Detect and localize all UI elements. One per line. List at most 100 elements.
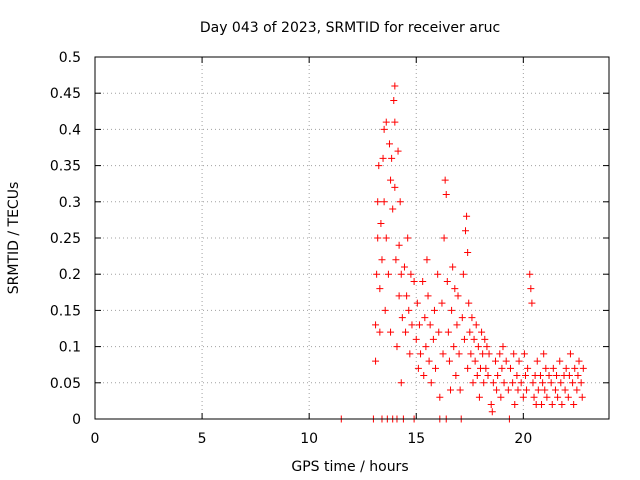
data-point bbox=[566, 350, 574, 358]
data-point bbox=[443, 277, 451, 285]
data-point bbox=[425, 357, 433, 365]
data-point bbox=[421, 314, 429, 322]
data-point bbox=[517, 379, 525, 387]
data-point bbox=[470, 335, 478, 343]
data-point bbox=[392, 256, 400, 264]
data-point bbox=[453, 321, 461, 329]
data-point bbox=[388, 154, 396, 162]
y-tick-label: 0.25 bbox=[50, 231, 81, 247]
data-point bbox=[427, 379, 435, 387]
data-point bbox=[569, 379, 577, 387]
data-point bbox=[387, 176, 395, 184]
data-point bbox=[415, 321, 423, 329]
data-point bbox=[391, 82, 399, 90]
data-point bbox=[526, 270, 534, 278]
data-point bbox=[527, 285, 535, 293]
x-tick-label: 10 bbox=[300, 431, 318, 447]
data-point bbox=[482, 364, 490, 372]
data-point bbox=[514, 386, 522, 394]
data-point bbox=[403, 292, 411, 300]
axis-ticks bbox=[94, 56, 609, 420]
data-point bbox=[500, 379, 508, 387]
data-point bbox=[385, 140, 393, 148]
y-tick-label: 0.2 bbox=[59, 267, 81, 283]
data-point bbox=[480, 379, 488, 387]
data-point bbox=[509, 379, 517, 387]
data-point bbox=[468, 314, 476, 322]
data-point bbox=[375, 162, 383, 170]
data-point bbox=[571, 364, 579, 372]
data-point bbox=[382, 118, 390, 126]
data-point bbox=[458, 314, 466, 322]
data-point bbox=[515, 357, 523, 365]
data-point bbox=[441, 176, 449, 184]
data-point bbox=[534, 386, 542, 394]
data-point bbox=[413, 299, 421, 307]
data-point bbox=[487, 401, 495, 409]
data-point bbox=[406, 350, 414, 358]
data-point bbox=[407, 270, 415, 278]
data-point bbox=[483, 343, 491, 351]
data-point bbox=[445, 357, 453, 365]
data-point bbox=[523, 386, 531, 394]
data-point bbox=[420, 372, 428, 380]
data-point bbox=[426, 321, 434, 329]
x-tick-label: 0 bbox=[91, 431, 100, 447]
data-point bbox=[481, 335, 489, 343]
data-point bbox=[474, 343, 482, 351]
data-point bbox=[373, 270, 381, 278]
data-point bbox=[556, 357, 564, 365]
data-point bbox=[394, 147, 402, 155]
data-point bbox=[395, 241, 403, 249]
data-point bbox=[438, 299, 446, 307]
data-point bbox=[454, 292, 462, 300]
y-tick-label: 0.4 bbox=[59, 122, 81, 138]
data-point bbox=[391, 118, 399, 126]
data-point bbox=[466, 328, 474, 336]
data-point bbox=[479, 350, 487, 358]
data-point bbox=[408, 321, 416, 329]
data-point bbox=[402, 328, 410, 336]
data-point bbox=[471, 357, 479, 365]
data-point bbox=[436, 393, 444, 401]
data-point bbox=[387, 328, 395, 336]
data-point bbox=[562, 364, 570, 372]
data-point bbox=[547, 379, 555, 387]
data-point bbox=[393, 343, 401, 351]
data-point bbox=[489, 379, 497, 387]
data-point bbox=[496, 350, 504, 358]
data-point bbox=[449, 263, 457, 271]
data-point bbox=[412, 335, 420, 343]
data-point bbox=[528, 299, 536, 307]
data-point bbox=[543, 393, 551, 401]
data-point bbox=[542, 364, 550, 372]
y-tick-label: 0.45 bbox=[50, 86, 81, 102]
y-tick-label: 0.3 bbox=[59, 195, 81, 211]
data-point bbox=[396, 198, 404, 206]
tick-labels: 0 0.05 0.1 0.15 0.2 0.25 0.3 0.35 0.4 0.45 0.5 0 5 10… bbox=[50, 50, 532, 447]
data-point bbox=[573, 386, 581, 394]
data-point bbox=[499, 343, 507, 351]
data-point bbox=[452, 372, 460, 380]
data-point bbox=[419, 277, 427, 285]
data-point bbox=[467, 350, 475, 358]
data-point bbox=[460, 335, 468, 343]
data-point bbox=[434, 270, 442, 278]
data-point bbox=[397, 270, 405, 278]
data-point bbox=[447, 386, 455, 394]
data-point bbox=[389, 205, 397, 213]
data-point bbox=[422, 343, 430, 351]
data-point bbox=[377, 220, 385, 228]
data-point bbox=[439, 350, 447, 358]
data-point bbox=[557, 379, 565, 387]
data-point bbox=[548, 401, 556, 409]
x-axis-label: GPS time / hours bbox=[291, 459, 408, 475]
data-point bbox=[493, 386, 501, 394]
data-point bbox=[376, 285, 384, 293]
grid-layer bbox=[95, 57, 609, 419]
data-point bbox=[382, 234, 390, 242]
data-point bbox=[491, 357, 499, 365]
data-point bbox=[558, 401, 566, 409]
data-point bbox=[579, 364, 587, 372]
